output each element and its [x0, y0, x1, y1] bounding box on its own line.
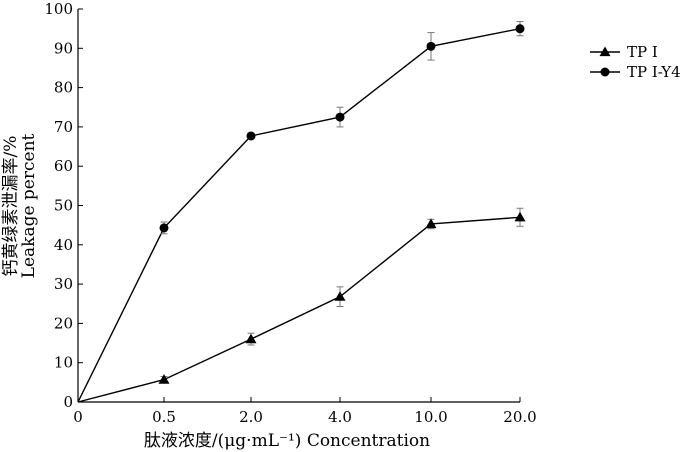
legend-label: TP I	[627, 43, 658, 61]
data-point	[600, 67, 610, 77]
data-point	[599, 46, 611, 57]
legend-entry: TP I	[590, 43, 658, 61]
y-tick-label: 10	[54, 354, 73, 372]
series-layer	[77, 21, 526, 403]
y-ticks: 0 10 20 30 40 50 60 70 80 90 100	[44, 0, 83, 411]
y-tick-label: 100	[44, 0, 73, 18]
series-2	[77, 21, 525, 403]
y-tick-label: 50	[54, 197, 73, 215]
data-point	[158, 374, 170, 384]
series-1	[77, 207, 526, 403]
data-point	[514, 211, 526, 222]
x-tick-label: 0	[73, 408, 83, 426]
data-point	[515, 24, 525, 34]
y-tick-label: 70	[54, 118, 73, 136]
data-point	[426, 41, 436, 51]
series-line	[77, 216, 521, 403]
series-line	[77, 27, 521, 403]
axes	[77, 9, 520, 403]
y-tick-label: 90	[54, 39, 73, 57]
x-tick-label: 10.0	[414, 408, 447, 426]
legend-entry: TP I-Y4	[590, 63, 681, 81]
y-tick-label: 20	[54, 314, 73, 332]
y-axis-label-cn: 钙黄绿素泄漏率/%	[1, 136, 21, 277]
data-point	[245, 333, 257, 344]
data-point	[425, 218, 437, 229]
x-tick-label: 20.0	[503, 408, 536, 426]
y-tick-label: 0	[63, 393, 73, 411]
data-point	[246, 131, 256, 141]
y-tick-label: 40	[54, 236, 73, 254]
data-point	[334, 291, 346, 301]
y-tick-label: 80	[54, 79, 73, 97]
y-tick-label: 60	[54, 157, 73, 175]
y-tick-label: 30	[54, 275, 73, 293]
x-tick-label: 0.5	[152, 408, 176, 426]
data-point	[159, 223, 169, 233]
x-tick-label: 4.0	[328, 408, 352, 426]
y-axis-label-en: Leakage percent	[19, 133, 39, 278]
legend: TP I TP I-Y4	[590, 43, 681, 81]
x-ticks: 0 0.5 2.0 4.0 10.0 20.0	[73, 397, 537, 426]
x-tick-label: 2.0	[239, 408, 263, 426]
x-axis-label: 肽液浓度/(μg·mL⁻¹) Concentration	[144, 431, 430, 451]
legend-label: TP I-Y4	[627, 63, 681, 81]
data-point	[335, 112, 345, 122]
